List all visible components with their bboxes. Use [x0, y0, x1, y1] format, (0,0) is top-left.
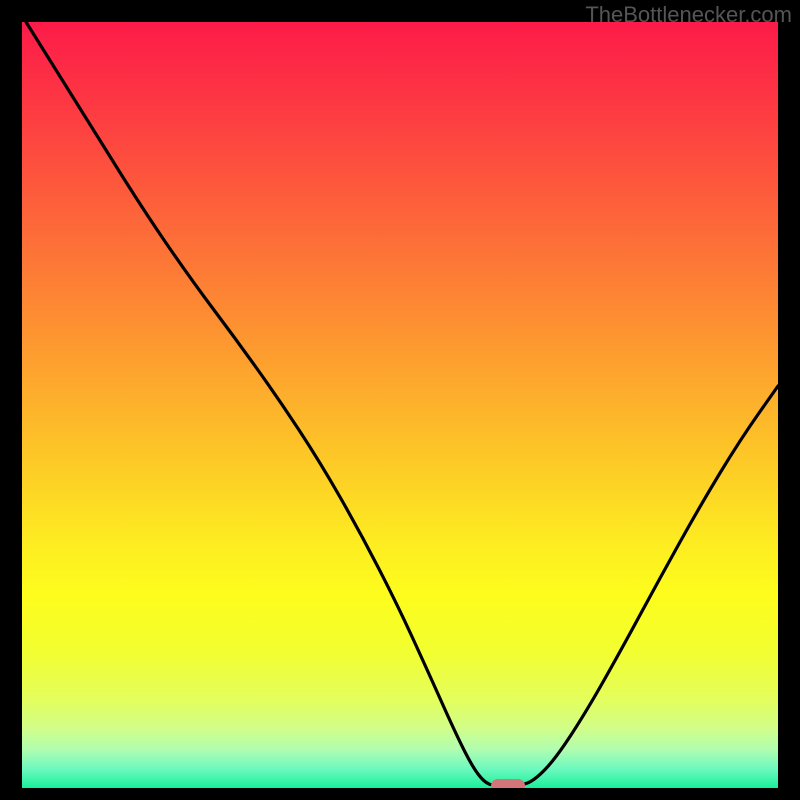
chart-frame [0, 0, 800, 800]
watermark-text: TheBottlenecker.com [585, 2, 792, 28]
bottleneck-chart: TheBottlenecker.com [0, 0, 800, 800]
